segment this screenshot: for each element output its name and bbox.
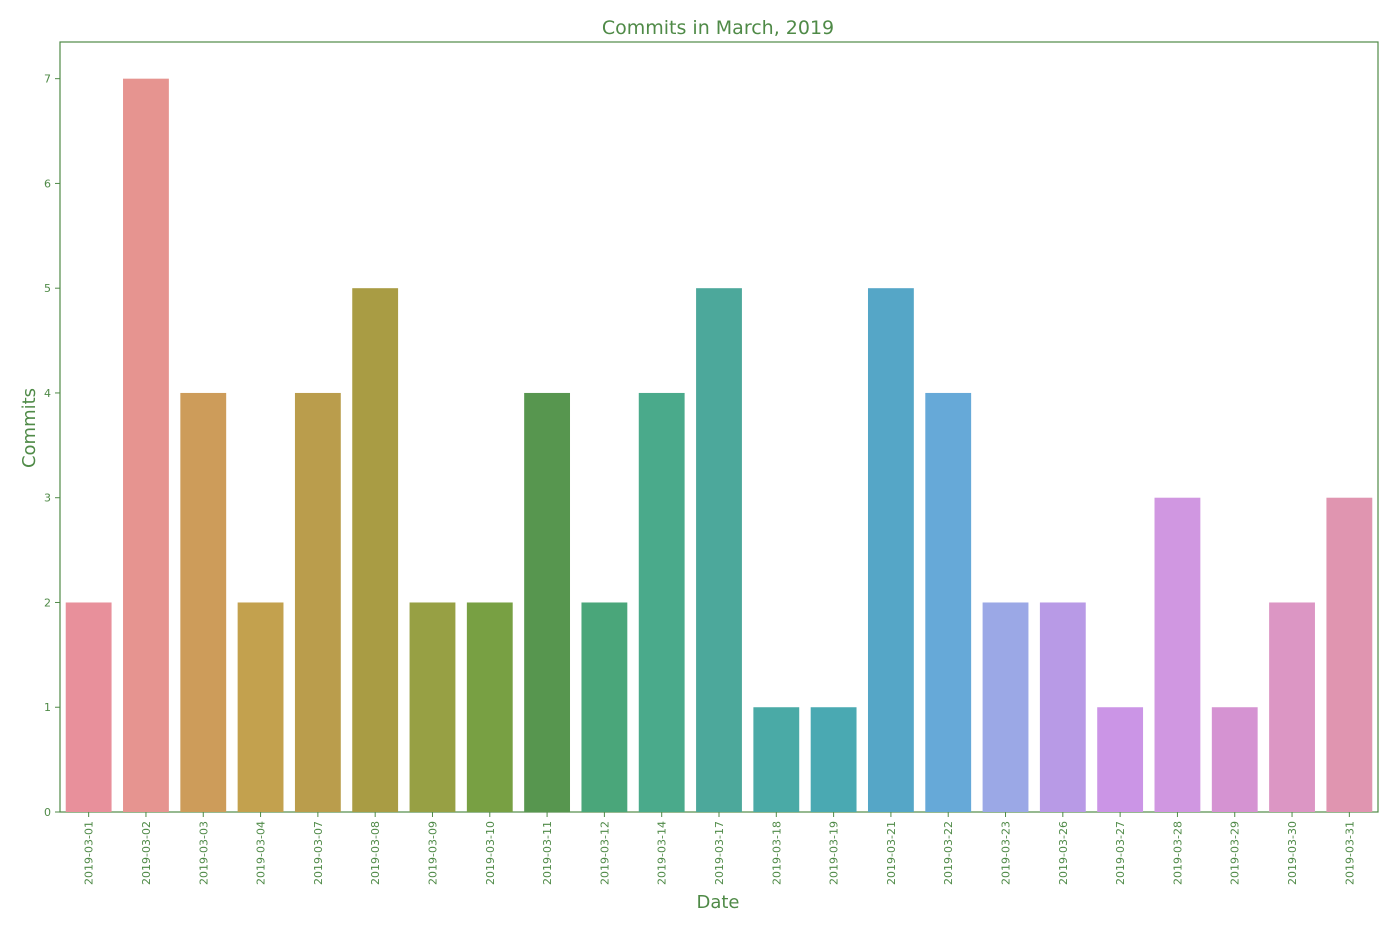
bar-2019-03-19 — [810, 707, 857, 812]
bar-2019-03-21 — [867, 288, 914, 812]
bar-2019-03-22 — [925, 392, 972, 812]
x-tick-label: 2019-03-14 — [656, 821, 669, 885]
bar-2019-03-18 — [753, 707, 800, 812]
bar-2019-03-27 — [1097, 707, 1144, 812]
bar-2019-03-02 — [123, 78, 169, 813]
bar-2019-03-30 — [1269, 602, 1315, 812]
bar-2019-03-14 — [638, 392, 685, 812]
x-tick-label: 2019-03-22 — [942, 821, 955, 885]
bar-2019-03-09 — [409, 602, 456, 812]
x-tick-label: 2019-03-27 — [1114, 821, 1127, 885]
y-tick-label: 5 — [44, 282, 51, 295]
x-tick-label: 2019-03-21 — [885, 821, 898, 885]
chart-title: Commits in March, 2019 — [602, 17, 834, 39]
bar-2019-03-12 — [581, 602, 628, 812]
x-tick-label: 2019-03-30 — [1286, 821, 1299, 885]
bar-2019-03-11 — [524, 392, 571, 812]
x-axis: 2019-03-01 2019-03-02 2019-03-03 2019-03-04… — [83, 812, 1356, 885]
x-tick-label: 2019-03-17 — [713, 821, 726, 885]
bar-2019-03-29 — [1211, 707, 1258, 812]
bar-2019-03-01 — [65, 602, 112, 812]
bar-2019-03-07 — [294, 392, 341, 812]
y-tick-label: 6 — [44, 177, 51, 190]
x-tick-label: 2019-03-29 — [1229, 821, 1242, 885]
x-tick-label: 2019-03-02 — [140, 821, 153, 885]
x-tick-label: 2019-03-26 — [1057, 821, 1070, 885]
x-tick-label: 2019-03-04 — [255, 821, 268, 885]
x-tick-label: 2019-03-23 — [1000, 821, 1013, 885]
x-tick-label: 2019-03-01 — [83, 821, 96, 885]
bar-2019-03-10 — [466, 602, 513, 812]
y-tick-label: 3 — [44, 492, 51, 505]
x-axis-label: Date — [696, 892, 739, 913]
bar-2019-03-26 — [1039, 602, 1086, 812]
bar-2019-03-28 — [1154, 497, 1201, 812]
y-tick-label: 4 — [44, 387, 51, 400]
x-tick-label: 2019-03-18 — [770, 821, 783, 885]
x-tick-label: 2019-03-03 — [197, 821, 210, 885]
y-tick-label: 0 — [44, 806, 51, 819]
y-tick-label: 1 — [44, 701, 51, 714]
bar-2019-03-31 — [1326, 497, 1373, 812]
x-tick-label: 2019-03-08 — [369, 821, 382, 885]
bar-2019-03-03 — [180, 392, 227, 812]
bar-2019-03-17 — [696, 288, 742, 812]
x-tick-label: 2019-03-31 — [1343, 821, 1356, 885]
x-tick-label: 2019-03-12 — [598, 821, 611, 885]
bars — [65, 78, 1373, 813]
x-tick-label: 2019-03-19 — [828, 821, 841, 885]
x-tick-label: 2019-03-11 — [541, 821, 554, 885]
x-tick-label: 2019-03-10 — [484, 821, 497, 885]
x-tick-label: 2019-03-09 — [426, 821, 439, 885]
y-tick-label: 7 — [44, 73, 51, 86]
bar-2019-03-08 — [352, 288, 399, 812]
x-tick-label: 2019-03-07 — [312, 821, 325, 885]
y-tick-label: 2 — [44, 596, 51, 609]
bar-2019-03-23 — [982, 602, 1029, 812]
x-tick-label: 2019-03-28 — [1171, 821, 1184, 885]
bar-2019-03-04 — [237, 602, 284, 812]
y-axis: 0 1 2 3 4 5 6 7 — [44, 73, 60, 819]
y-axis-label: Commits — [19, 388, 40, 468]
